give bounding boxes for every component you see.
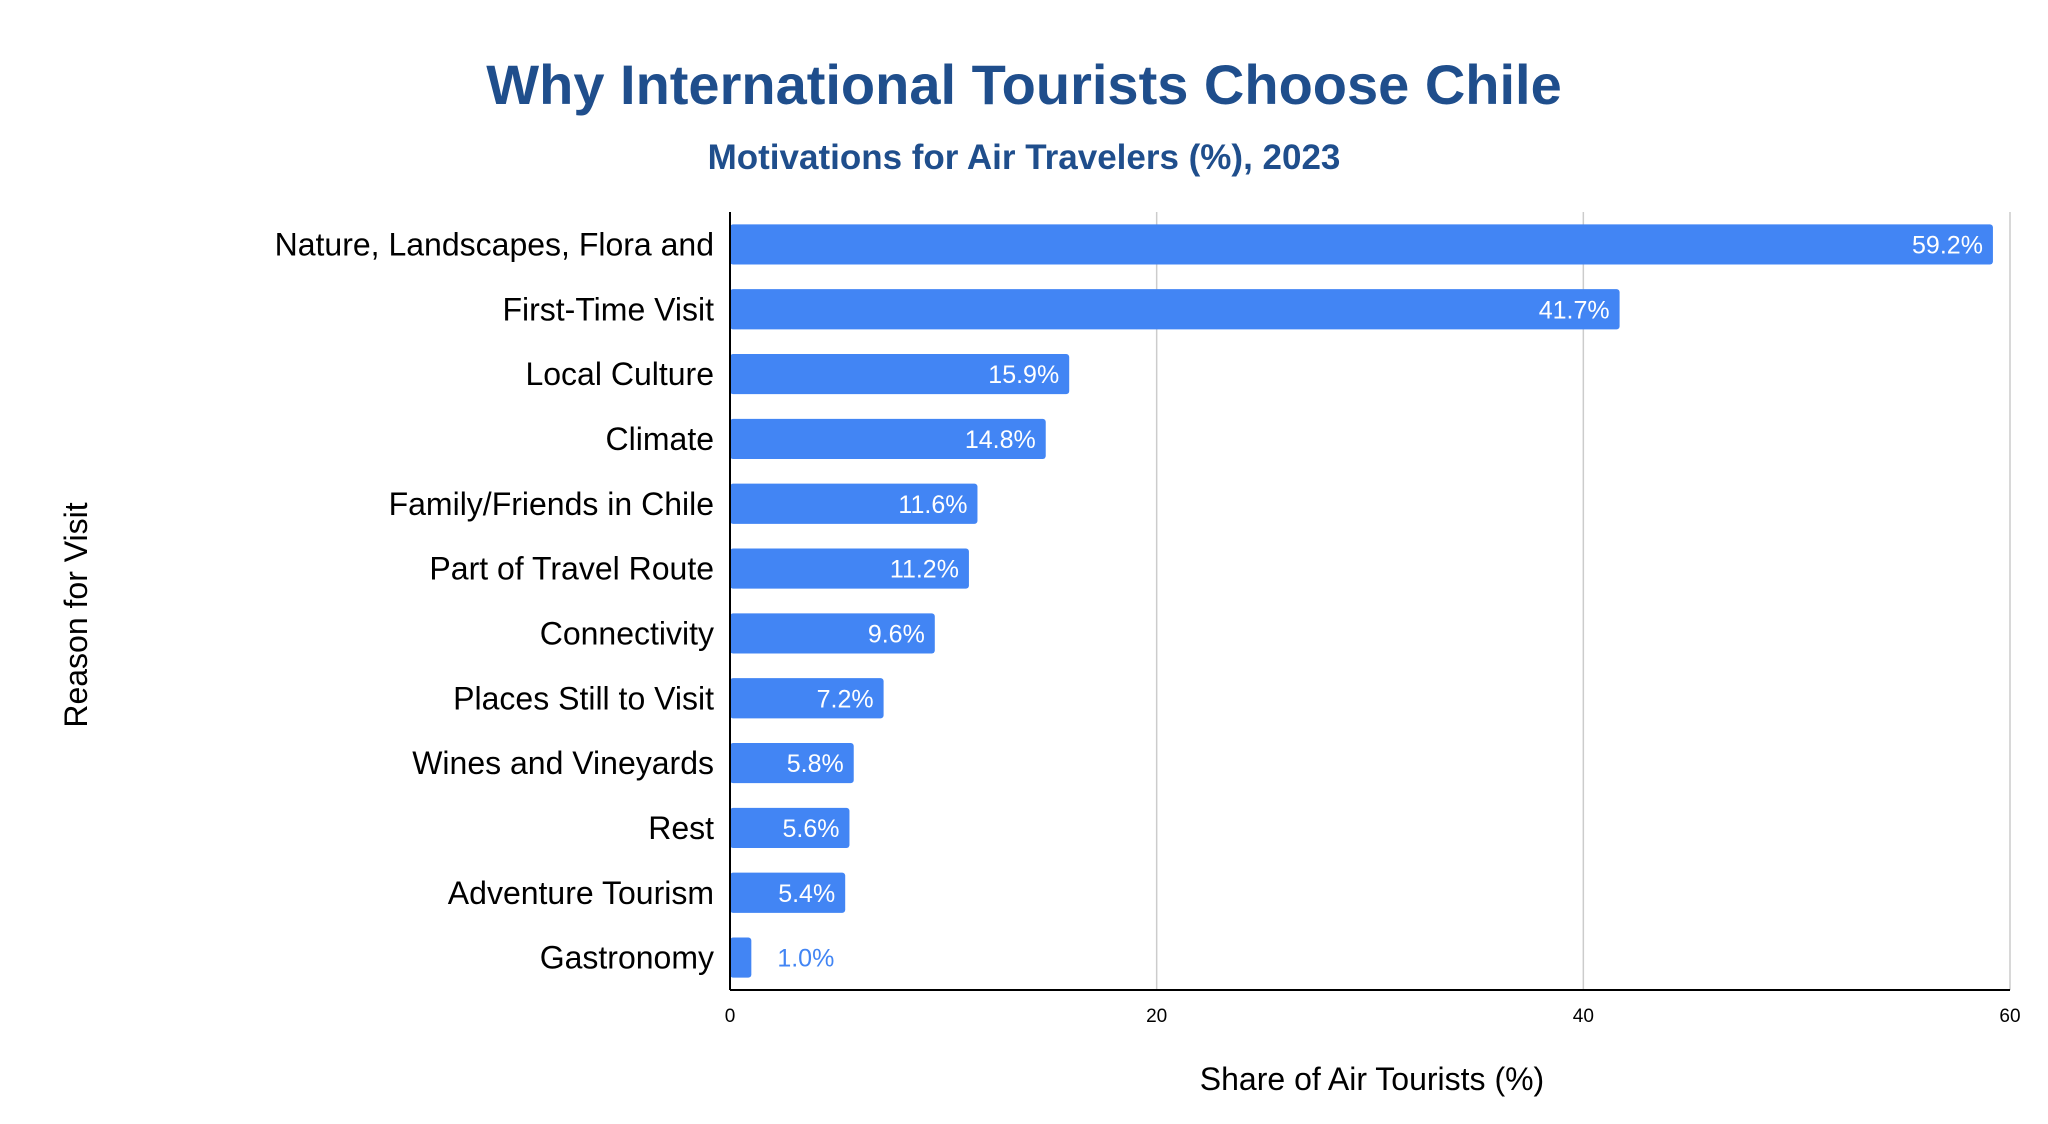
bar [730, 872, 846, 913]
chart-title: Why International Tourists Choose Chile [486, 53, 1562, 116]
value-label: 59.2% [1912, 231, 1983, 259]
value-label: 5.8% [787, 750, 844, 778]
labels: 0 20 40 60 Nature, Landscapes, Flora and 59.2… [275, 226, 2021, 1027]
bar [730, 353, 1070, 395]
category-label: Gastronomy [540, 940, 714, 976]
bar [730, 483, 978, 524]
chart-subtitle: Motivations for Air Travelers (%), 2023 [707, 138, 1341, 177]
category-label: Connectivity [540, 615, 714, 651]
value-label: 11.2% [890, 556, 959, 584]
category-label: First-Time Visit [502, 291, 714, 327]
category-label: Family/Friends in Chile [389, 486, 714, 522]
value-label: 15.9% [988, 361, 1059, 389]
bar [730, 937, 752, 978]
x-tick-label: 20 [1146, 1006, 1167, 1027]
category-label: Climate [606, 421, 714, 457]
value-label: 41.7% [1539, 296, 1610, 324]
category-label: Rest [648, 810, 714, 846]
bar [730, 613, 935, 654]
value-label: 1.0% [777, 945, 834, 973]
bar [730, 548, 969, 589]
category-label: Adventure Tourism [448, 875, 714, 911]
value-label: 7.2% [817, 685, 874, 713]
category-label: Wines and Vineyards [412, 745, 714, 781]
gridlines [1155, 212, 2011, 990]
category-label: Places Still to Visit [453, 680, 714, 716]
x-axis-title: Share of Air Tourists (%) [1200, 1061, 1544, 1097]
category-label: Part of Travel Route [429, 551, 714, 587]
bar [730, 224, 1993, 265]
bars [730, 224, 1993, 978]
x-tick-label: 60 [1999, 1006, 2020, 1027]
x-tick-label: 0 [725, 1006, 736, 1027]
category-label: Nature, Landscapes, Flora and [275, 226, 714, 262]
bar [730, 807, 850, 849]
value-label: 11.6% [898, 491, 967, 519]
category-label: Local Culture [525, 356, 714, 392]
bar [730, 742, 854, 784]
bar [730, 678, 884, 719]
value-label: 14.8% [965, 426, 1036, 454]
value-label: 5.6% [782, 815, 839, 843]
value-label: 9.6% [868, 620, 925, 648]
value-label: 5.4% [778, 880, 835, 908]
bar [730, 418, 1046, 460]
bar [730, 289, 1620, 330]
axes [729, 212, 2010, 991]
x-tick-label: 40 [1573, 1006, 1594, 1027]
y-axis-title: Reason for Visit [58, 502, 94, 727]
